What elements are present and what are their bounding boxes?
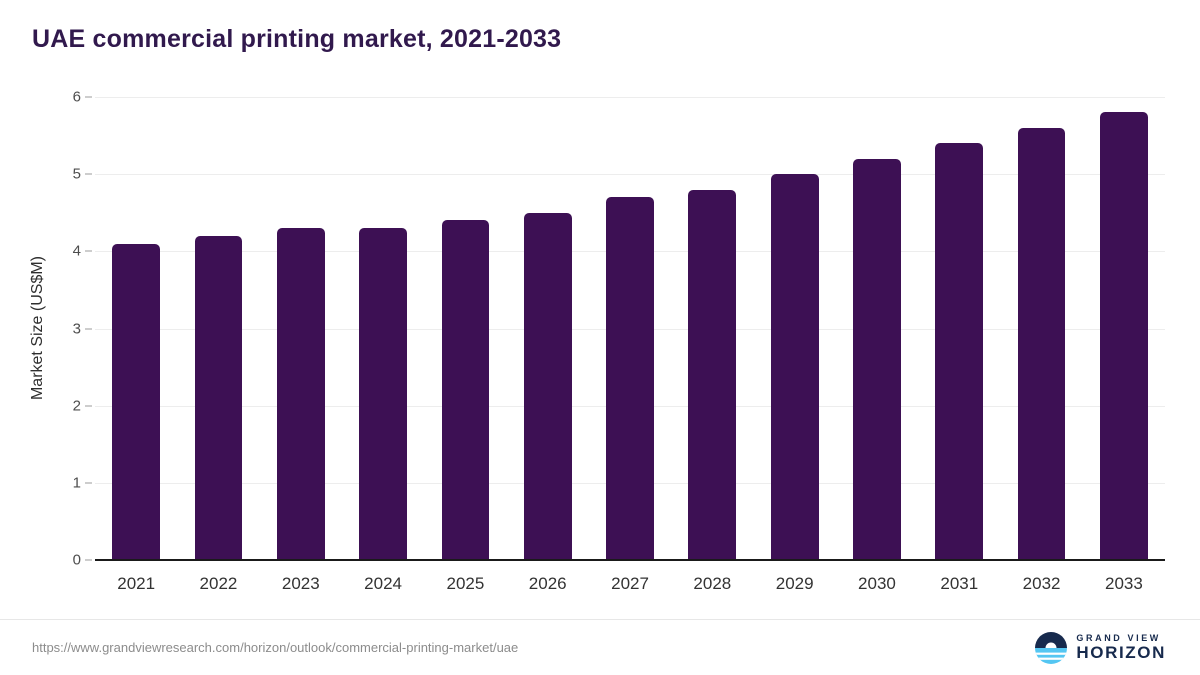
bar-2023 [276, 228, 325, 560]
footer: https://www.grandviewresearch.com/horizo… [0, 619, 1200, 675]
y-tick-label: 5 [72, 165, 81, 183]
brand-text: GRAND VIEW HORIZON [1076, 633, 1166, 663]
x-tick-label: 2023 [281, 574, 320, 593]
source-url: https://www.grandviewresearch.com/horizo… [32, 640, 519, 655]
y-tick-label: 3 [72, 320, 81, 337]
bar-slot [918, 97, 1000, 560]
bar-2021 [112, 243, 161, 560]
y-tick-mark [85, 250, 92, 252]
x-tick-label: 2030 [858, 574, 896, 593]
y-tick-mark [85, 559, 92, 561]
gridline [95, 97, 1165, 98]
bar-slot [754, 97, 836, 560]
x-tick-label: 2031 [940, 574, 979, 593]
x-tick-label: 2028 [693, 574, 732, 593]
bar-2032 [1017, 127, 1066, 560]
bar-2024 [359, 228, 407, 560]
y-tick-label: 2 [72, 397, 81, 415]
y-tick-label: 4 [72, 242, 81, 260]
y-tick-mark [85, 173, 92, 175]
bar-slot [507, 97, 589, 560]
brand-name-horizon: HORIZON [1076, 642, 1166, 662]
x-tick-label: 2022 [199, 574, 238, 593]
y-tick-label: 0 [72, 551, 81, 569]
y-tick-mark [85, 96, 92, 98]
x-axis-line [95, 559, 1165, 561]
bars-layer [95, 97, 1165, 560]
brand-logo: GRAND VIEW HORIZON [1035, 631, 1166, 664]
chart-title: UAE commercial printing market, 2021-203… [32, 25, 562, 53]
x-tick-label: 2027 [611, 574, 649, 593]
y-tick-label: 1 [72, 474, 81, 492]
x-tick-label: 2021 [117, 574, 156, 593]
bar-2022 [194, 235, 243, 560]
x-axis-labels: 2021 2022 2023 2024 2025 2026 2027 2028 2029 2030… [95, 560, 1165, 594]
bar-slot [95, 97, 177, 560]
x-tick-label: 2032 [1022, 574, 1061, 593]
bar-2029 [770, 174, 819, 560]
bar-slot [671, 97, 753, 560]
bar-slot [260, 97, 342, 560]
y-tick-mark [85, 482, 92, 484]
bar-2027 [606, 197, 654, 560]
gridline [95, 174, 1165, 176]
bar-2025 [441, 220, 490, 560]
y-axis-title: Market Size (US$M) [29, 255, 46, 401]
bar-slot [1000, 97, 1082, 560]
bar-slot [836, 97, 918, 560]
bar-slot [424, 97, 506, 560]
y-tick-mark [85, 328, 92, 329]
bar-slot [1083, 97, 1165, 560]
x-tick-label: 2026 [528, 574, 567, 593]
x-tick-label: 2029 [775, 574, 814, 593]
plot-area: 0 1 2 3 4 5 6 [73, 89, 1165, 569]
x-tick-label: 2024 [364, 574, 402, 593]
bar-2030 [853, 158, 901, 560]
brand-name-grand-view: GRAND VIEW [1076, 632, 1161, 643]
y-tick-label: 6 [72, 88, 81, 106]
bar-2026 [523, 212, 572, 560]
bar-slot [342, 97, 424, 560]
bar-2033 [1100, 112, 1148, 560]
horizon-logo-icon [1035, 631, 1068, 664]
bar-2031 [935, 143, 984, 560]
bar-slot [589, 97, 671, 560]
bar-2028 [688, 189, 737, 560]
x-tick-label: 2025 [446, 574, 485, 593]
y-tick-mark [85, 405, 92, 407]
bar-slot [177, 97, 259, 560]
x-tick-label: 2033 [1104, 574, 1143, 593]
